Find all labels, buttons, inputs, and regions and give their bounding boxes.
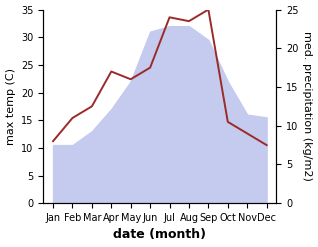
Y-axis label: med. precipitation (kg/m2): med. precipitation (kg/m2) <box>302 31 313 181</box>
Y-axis label: max temp (C): max temp (C) <box>5 68 16 145</box>
X-axis label: date (month): date (month) <box>113 228 206 242</box>
